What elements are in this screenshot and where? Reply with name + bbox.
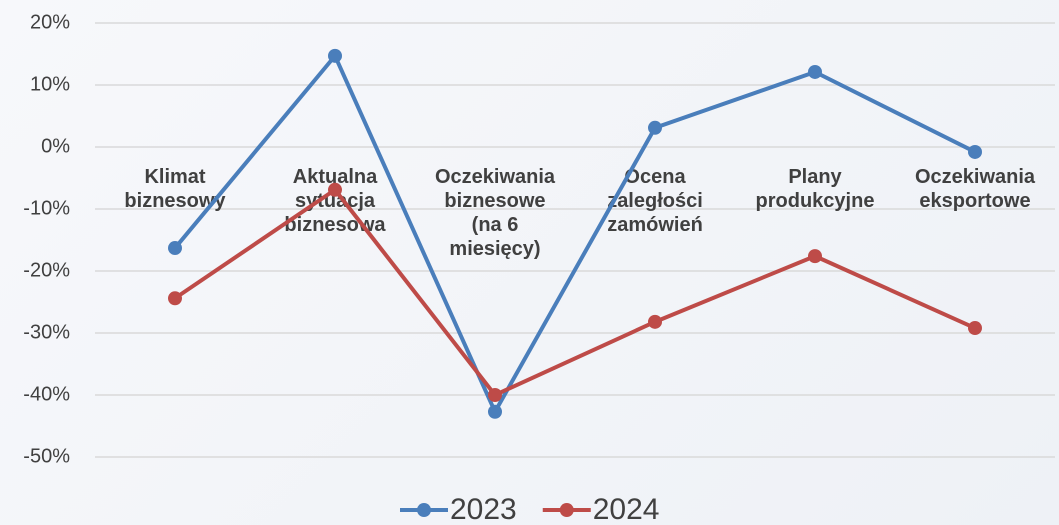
label-line: produkcyjne bbox=[756, 190, 875, 212]
point bbox=[808, 64, 822, 79]
label-line: zamówień bbox=[607, 214, 703, 236]
legend-label: 2023 bbox=[450, 493, 517, 525]
y-tick-label: 0% bbox=[41, 135, 70, 157]
series-line bbox=[173, 187, 976, 397]
y-tick-label: -20% bbox=[23, 259, 70, 281]
y-tick-label: 10% bbox=[30, 73, 70, 95]
legend-label: 2024 bbox=[593, 493, 660, 525]
label-line: Oczekiwania bbox=[915, 166, 1036, 188]
y-tick-label: -30% bbox=[23, 321, 70, 343]
x-tick-label: Klimat biznesowy bbox=[124, 166, 226, 212]
point bbox=[328, 48, 342, 63]
label-line: Ocena bbox=[624, 166, 686, 188]
label-line: eksportowe bbox=[919, 190, 1030, 212]
series-line bbox=[173, 53, 976, 414]
point bbox=[648, 120, 662, 135]
point bbox=[968, 144, 982, 159]
label-line: Plany bbox=[788, 166, 842, 188]
x-tick-label: Ocena zaległości zamówień bbox=[607, 166, 703, 236]
point bbox=[488, 388, 502, 402]
label-line: Oczekiwania bbox=[435, 166, 556, 188]
label-line: Klimat bbox=[144, 166, 205, 188]
x-tick-label: Aktualna sytuacja biznesowa bbox=[284, 166, 386, 236]
point bbox=[968, 321, 982, 336]
label-line: biznesowe bbox=[444, 190, 545, 212]
y-tick-label: -50% bbox=[23, 445, 70, 467]
point bbox=[168, 291, 182, 306]
point bbox=[168, 241, 182, 256]
label-line: zaległości bbox=[607, 190, 703, 212]
label-line: biznesowy bbox=[124, 190, 226, 212]
label-line: miesięcy) bbox=[449, 238, 540, 260]
x-tick-label: Oczekiwania biznesowe (na 6 miesięcy) bbox=[435, 166, 556, 260]
point bbox=[328, 182, 342, 197]
label-line: sytuacja bbox=[295, 190, 376, 212]
y-tick-label: -10% bbox=[23, 197, 70, 219]
y-tick-label: -40% bbox=[23, 383, 70, 405]
x-tick-label: Plany produkcyjne bbox=[756, 166, 875, 212]
point bbox=[488, 404, 502, 419]
y-tick-label: 20% bbox=[30, 11, 70, 33]
label-line: (na 6 bbox=[472, 214, 519, 236]
point bbox=[648, 314, 662, 329]
x-tick-label: Oczekiwania eksportowe bbox=[915, 166, 1036, 212]
label-line: Aktualna bbox=[293, 166, 378, 188]
label-line: biznesowa bbox=[284, 214, 386, 236]
legend-marker bbox=[417, 503, 431, 517]
point bbox=[808, 249, 822, 264]
legend-marker bbox=[559, 503, 574, 517]
